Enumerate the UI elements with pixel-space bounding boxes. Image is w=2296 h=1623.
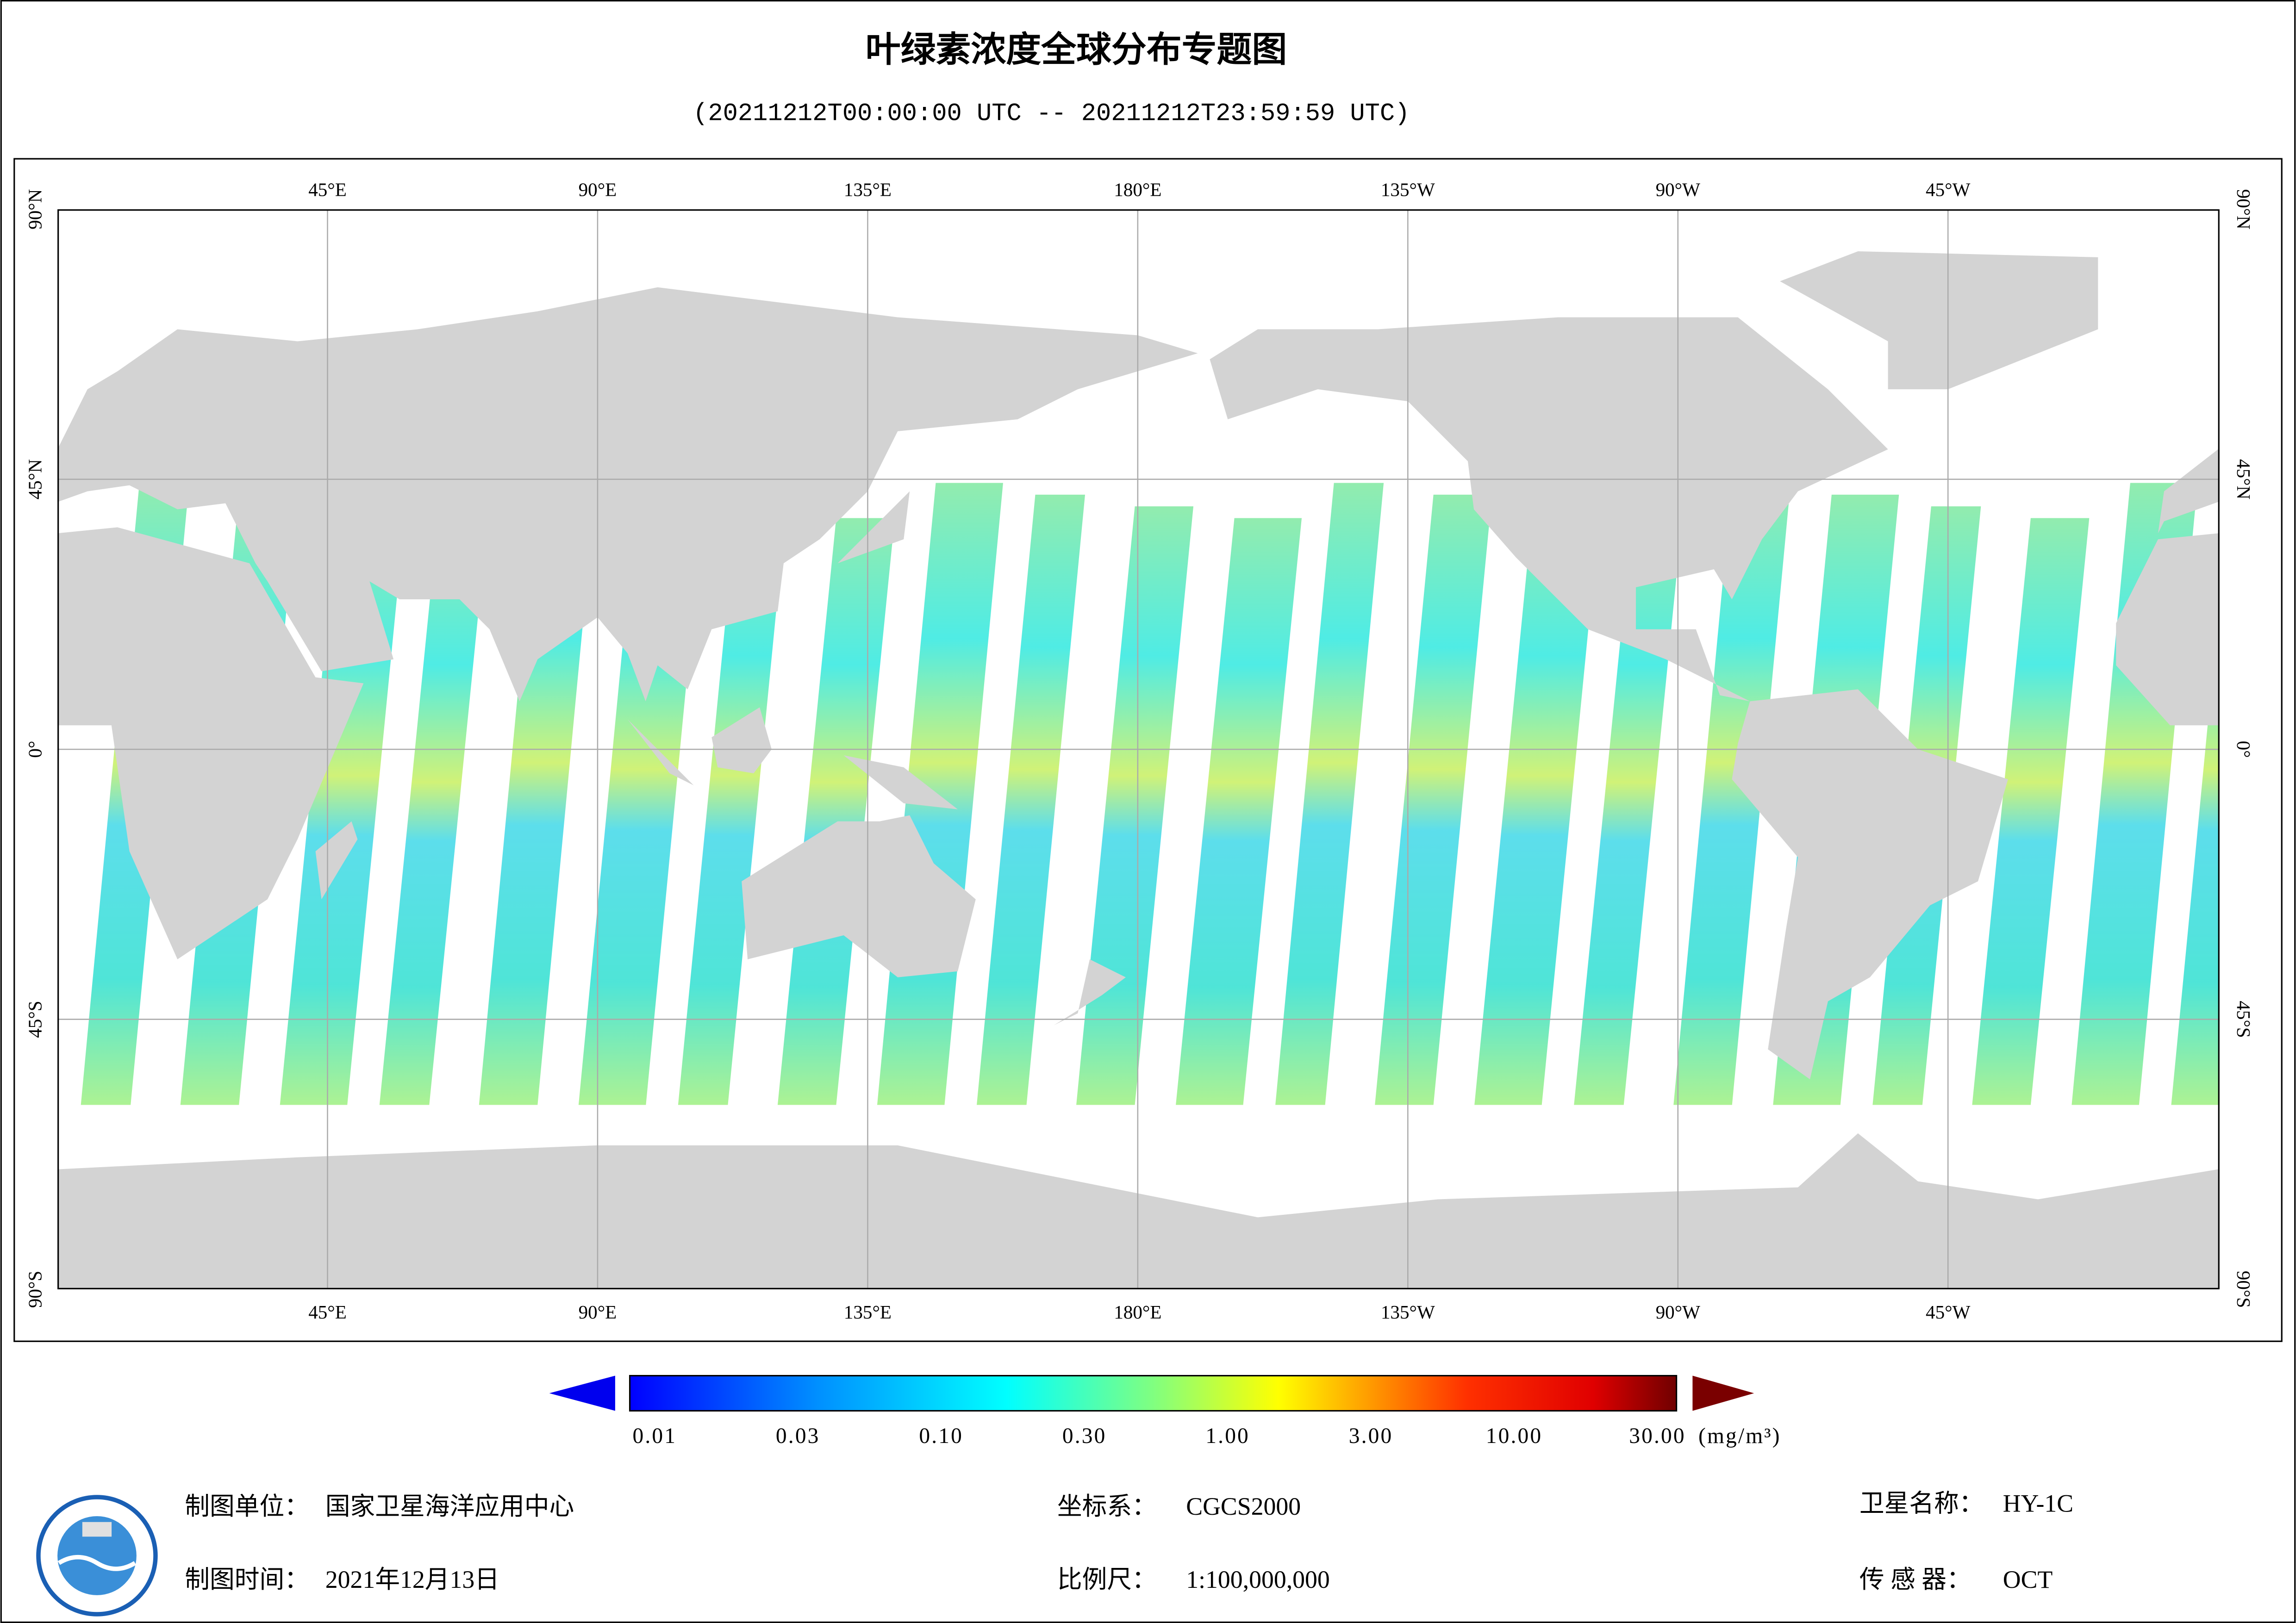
landmass — [837, 491, 910, 564]
map — [57, 209, 2220, 1289]
lat-label: 45°S — [2233, 1001, 2254, 1038]
landmass — [1210, 317, 1888, 702]
lat-label: 45°N — [24, 459, 45, 499]
landmass — [742, 815, 976, 977]
graticule — [57, 209, 2220, 1289]
lat-label: 90°S — [2233, 1271, 2254, 1308]
colorbar-tick-label: 0.01 — [632, 1424, 677, 1448]
map-border — [57, 209, 2220, 1289]
colorbar-tick-label: 30.00 — [1629, 1424, 1686, 1448]
lat-label: 90°S — [24, 1271, 45, 1308]
lat-label: 0° — [24, 741, 45, 758]
lon-label: 135°E — [844, 1301, 892, 1323]
colorbar-tick-label: 1.00 — [1205, 1424, 1250, 1448]
colorbar-low-arrow — [549, 1375, 615, 1411]
lat-label: 90°N — [24, 189, 45, 230]
logo-wave — [57, 1555, 137, 1571]
footer-value: CGCS2000 — [1186, 1492, 1301, 1520]
landmass — [57, 527, 364, 959]
colorbar-tick-label: 0.30 — [1062, 1424, 1107, 1448]
footer-label: 传 感 器： — [1859, 1566, 1972, 1593]
swath — [678, 506, 786, 1105]
landmass — [2158, 446, 2220, 534]
colorbar-ticks: 0.01 0.03 0.10 0.30 1.00 3.00 10.00 30.00 — [632, 1424, 1686, 1448]
footer-label: 制图单位： — [185, 1492, 309, 1520]
lat-label: 45°N — [2233, 459, 2254, 499]
swath — [1275, 483, 1384, 1105]
lon-label: 45°E — [308, 1301, 347, 1323]
logo — [36, 1495, 158, 1617]
lon-label: 90°E — [579, 179, 617, 200]
landmass — [2116, 533, 2220, 726]
footer-value: 国家卫星海洋应用中心 — [325, 1492, 574, 1520]
landmass — [1054, 959, 1126, 1026]
swath — [1076, 506, 1194, 1105]
footer-label: 坐标系： — [1057, 1492, 1157, 1520]
lon-label: 135°W — [1381, 179, 1435, 200]
landmass — [57, 287, 1198, 702]
swath — [1673, 483, 1791, 1105]
colorbar-tick-label: 10.00 — [1486, 1424, 1543, 1448]
swath — [1176, 518, 1302, 1105]
swath — [379, 518, 488, 1105]
lon-label: 180°E — [1114, 179, 1161, 200]
swath — [1375, 494, 1492, 1105]
subtitle: (20211212T00:00:00 UTC -- 20211212T23:59… — [693, 99, 1410, 128]
colorbar: 0.01 0.03 0.10 0.30 1.00 3.00 10.00 30.00 (mg/m… — [549, 1374, 1781, 1448]
swath — [1574, 518, 1683, 1105]
swath — [1474, 506, 1601, 1105]
footer-label: 卫星名称： — [1859, 1490, 1984, 1517]
colorbar-tick-label: 0.03 — [776, 1424, 820, 1448]
lat-label: 45°S — [24, 1001, 45, 1038]
footer-value: 2021年12月13日 — [325, 1566, 499, 1593]
lon-label: 135°W — [1381, 1301, 1435, 1323]
colorbar-unit: (mg/m³) — [1698, 1424, 1781, 1448]
lon-label: 90°E — [579, 1301, 617, 1323]
footer-label: 制图时间： — [185, 1566, 309, 1593]
footer-value: 1:100,000,000 — [1186, 1566, 1330, 1593]
swath — [1972, 518, 2090, 1105]
landmass — [315, 821, 358, 900]
lon-label: 90°W — [1656, 179, 1701, 200]
title: 叶绿素浓度全球分布专题图 — [866, 29, 1287, 70]
lat-label: 90°N — [2233, 189, 2254, 230]
landmass — [1732, 689, 2008, 1080]
landmass — [627, 719, 694, 785]
landmass — [843, 755, 958, 809]
footer-value: OCT — [2003, 1566, 2053, 1593]
landmass — [1780, 251, 2098, 390]
swath — [977, 494, 1086, 1105]
landmass — [711, 707, 772, 773]
colorbar-ramp — [629, 1374, 1678, 1412]
lon-label: 45°E — [308, 179, 347, 200]
logo-globe — [57, 1516, 137, 1595]
footer-value: HY-1C — [2003, 1490, 2073, 1517]
lon-label: 180°E — [1114, 1301, 1161, 1323]
lon-label: 45°W — [1926, 1301, 1971, 1323]
lon-label: 90°W — [1656, 1301, 1701, 1323]
swath — [777, 518, 895, 1105]
lat-label: 0° — [2233, 741, 2254, 758]
lon-label: 45°W — [1926, 179, 1971, 200]
colorbar-high-arrow — [1692, 1375, 1754, 1411]
axis-labels: 45°E 45°E 90°E 90°E 135°E 135°E 180°E 180°E 135°… — [24, 179, 2254, 1323]
footer-label: 比例尺： — [1057, 1566, 1157, 1593]
lon-label: 135°E — [844, 179, 892, 200]
colorbar-tick-label: 0.10 — [919, 1424, 963, 1448]
colorbar-tick-label: 3.00 — [1349, 1424, 1393, 1448]
logo-satellite — [82, 1522, 112, 1537]
